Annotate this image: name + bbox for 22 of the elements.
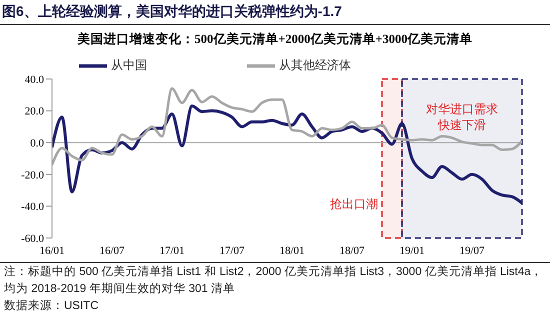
source-note: 数据来源：USITC	[4, 298, 100, 314]
legend-label: 从中国	[111, 58, 147, 72]
band-label: 对华进口需求快速下滑	[426, 102, 498, 132]
y-tick-label: -20.0	[21, 169, 44, 182]
band-label: 抢出口潮	[330, 197, 378, 211]
x-tick-label: 17/07	[219, 244, 246, 257]
x-tick-label: 18/01	[279, 244, 305, 257]
x-tick-label: 18/07	[339, 244, 366, 257]
chart-subtitle: 美国进口增速变化：500亿美元清单+2000亿美元清单+3000亿美元清单	[76, 31, 474, 48]
text: 注：标题中的 500 亿美元清单指 List1 和 List2，2000 亿美元清单指 List3，3000 亿美元清单指 List4a，均为 2018-2019 年期间生效的对华 301 清单	[4, 264, 544, 297]
y-tick-label: -60.0	[21, 232, 44, 245]
x-tick-label: 19/01	[399, 244, 425, 257]
x-tick-label: 17/01	[159, 244, 185, 257]
y-tick-label: -40.0	[21, 201, 44, 214]
chart-title: 图6、上轮经验测算，美国对华的进口关税弹性约为-1.7	[2, 3, 342, 21]
y-tick-label: 40.0	[24, 74, 44, 86]
legend-label: 从其他经济体	[279, 58, 351, 72]
y-tick-label: 20.0	[24, 106, 44, 118]
x-tick-label: 16/01	[39, 244, 65, 257]
x-tick-label: 19/07	[459, 244, 486, 257]
x-tick-label: 16/07	[99, 244, 126, 257]
y-tick-label: 0.0	[30, 138, 44, 150]
